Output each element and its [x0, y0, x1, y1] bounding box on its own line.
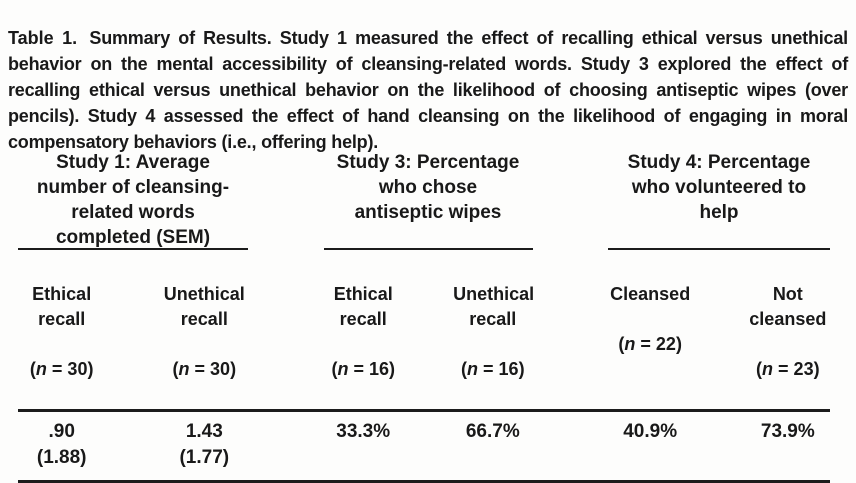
value-not-cleansed: 73.9% [760, 421, 815, 442]
study4-values: 40.9% 73.9% [608, 419, 830, 445]
group-header-study4: Study 4: Percentage who volunteered to h… [608, 150, 830, 250]
table-caption: Table 1. Summary of Results. Study 1 mea… [8, 25, 848, 155]
study3-values: 33.3% 66.7% [324, 419, 533, 445]
column-header-label: Cleansed [610, 284, 691, 304]
study4-column-headers: Cleansed (n = 22) Not cleansed (n = 23) [608, 257, 830, 407]
column-header-n: (n = 16) [461, 359, 525, 379]
group-header-study1: Study 1: Average number of cleansing- re… [18, 150, 248, 250]
column-header-not-cleansed: Not cleansed (n = 23) [746, 257, 830, 407]
column-header-n: (n = 22) [618, 334, 682, 354]
column-header-n: (n = 30) [29, 359, 94, 379]
value-cleansed: 40.9% [623, 421, 678, 442]
column-header-ethical-recall-s1: Ethical recall (n = 30) [18, 257, 105, 407]
header-divider-rule [18, 409, 830, 412]
column-header-cleansed: Cleansed (n = 22) [608, 257, 692, 382]
column-header-label: Ethical recall [32, 284, 92, 329]
value-ethical-recall-s3: 33.3% [336, 421, 391, 442]
data-row: .90 (1.88) 1.43 (1.77) 33.3% 66.7% 40.9%… [18, 412, 830, 480]
column-header-label: Ethical recall [333, 284, 393, 329]
results-table: Study 1: Average number of cleansing- re… [18, 150, 830, 483]
column-header-label: Unethical recall [453, 284, 535, 329]
column-header-ethical-recall-s3: Ethical recall (n = 16) [324, 257, 403, 407]
study3-column-headers: Ethical recall (n = 16) Unethical recall… [324, 257, 535, 407]
column-header-row: Ethical recall (n = 30) Unethical recall… [18, 250, 830, 407]
group-header-row: Study 1: Average number of cleansing- re… [18, 150, 830, 250]
value-unethical-recall-s1: 1.43 (1.77) [179, 421, 230, 468]
column-header-unethical-recall-s1: Unethical recall (n = 30) [161, 257, 248, 407]
value-ethical-recall-s1: .90 (1.88) [36, 421, 87, 468]
column-header-label: Unethical recall [163, 284, 245, 329]
study1-values: .90 (1.88) 1.43 (1.77) [18, 419, 248, 471]
study1-column-headers: Ethical recall (n = 30) Unethical recall… [18, 257, 248, 407]
table-caption-label: Table 1. [8, 28, 78, 48]
column-header-n: (n = 16) [331, 359, 395, 379]
column-header-n: (n = 23) [756, 359, 820, 379]
column-header-unethical-recall-s3: Unethical recall (n = 16) [453, 257, 535, 407]
table-caption-text: Summary of Results. Study 1 measured the… [8, 28, 848, 152]
value-unethical-recall-s3: 66.7% [465, 421, 520, 442]
column-header-n: (n = 30) [172, 359, 237, 379]
column-header-label: Not cleansed [749, 284, 827, 329]
group-header-study3: Study 3: Percentage who chose antiseptic… [323, 150, 533, 250]
